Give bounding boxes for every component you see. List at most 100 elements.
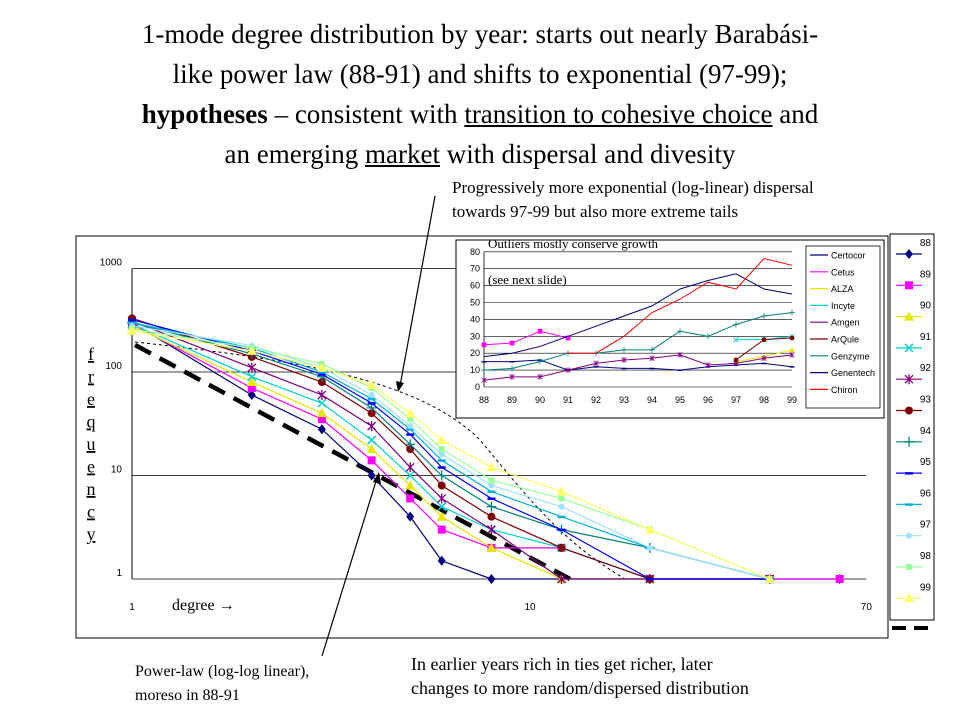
inset-data-point [509,340,515,346]
inset-y-tick-label: 80 [470,247,480,257]
inset-legend-label: Genentech [831,368,875,378]
inset-x-tick-label: 97 [731,395,741,405]
inset-series-genzyme [480,309,796,374]
legend-marker-95 [905,472,913,475]
annotation-power-law-line-2: moreso in 88-91 [135,687,240,704]
arrow-power-law-head [373,472,381,484]
inset-data-point [676,328,683,335]
data-point-89 [367,456,376,465]
data-point-88 [406,511,415,522]
legend-marker-90 [904,311,914,321]
data-point-99 [316,362,327,372]
legend-label-90: 90 [920,301,932,312]
inset-legend-label: Chiron [831,385,858,395]
data-point-93 [487,512,496,521]
legend-marker-96 [905,503,913,506]
inset-data-point [508,365,516,372]
inset-x-tick-label: 94 [647,395,657,405]
inset-legend-label: Certocor [831,251,866,261]
data-point-89 [437,525,446,534]
main-y-tick-label: 1 [116,568,122,579]
y-axis-label-letter: c [87,502,95,522]
data-point-94 [405,439,416,450]
inset-series-line [483,312,793,371]
legend-label-96: 96 [920,488,932,499]
inset-legend-box [805,245,881,409]
title-market: market [365,139,440,169]
data-point-98 [488,477,495,484]
y-axis-label-letter: f [88,344,94,364]
inset-data-point [677,351,683,358]
inset-legend-label: Incyte [831,301,855,311]
annotation-power-law-line-1: Power-law (log-log linear), [135,663,310,680]
series-line-94 [131,322,770,580]
inset-data-point [509,373,515,380]
legend-label-88: 88 [920,238,932,249]
title-line-3-mid: – consistent with [267,99,465,129]
series-line-98 [131,328,770,580]
y-axis-label-letter: n [87,479,96,499]
title-line-1: 1-mode degree distribution by year: star… [141,19,819,49]
legend-label-92: 92 [920,363,932,374]
data-point-98 [558,495,565,502]
slide-title: 1-mode degree distribution by year: star… [40,14,920,174]
exponential-reference-curve [134,341,626,580]
data-point-91 [247,372,257,382]
annotation-rich-line-1: In earlier years rich in ties get richer… [411,654,713,674]
inset-data-point [733,321,740,328]
inset-x-tick-label: 93 [619,395,629,405]
annotation-exponential-line-2: towards 97-99 but also more extreme tail… [452,202,739,221]
data-point-88 [437,555,446,566]
data-point-99 [127,325,137,335]
inset-data-point [789,309,796,316]
inset-data-point [593,360,599,367]
data-point-95 [367,402,376,405]
inset-series-chiron [568,258,793,354]
annotation-rich-get-richer: In earlier years rich in ties get richer… [411,652,749,700]
series-line-93 [131,317,770,580]
inset-title: Outliers mostly conserve growth [488,236,659,251]
title-line-4-a: an emerging [224,139,366,169]
data-point-97 [438,451,445,458]
series-95 [128,318,774,581]
inset-data-point [509,361,515,363]
inset-legend: Certocor Cetus ALZA Incyte Amgen ArQule Genzym… [805,245,881,409]
inset-data-point [593,366,599,368]
data-point-89 [247,384,256,393]
data-point-93 [557,543,566,552]
data-point-89 [406,494,415,503]
inset-y-tick-label: 70 [470,264,480,274]
data-point-99 [764,574,775,583]
data-point-99 [366,379,377,389]
data-point-89 [835,575,844,583]
legend-label-89: 89 [920,269,932,280]
inset-series-arqule [733,335,795,363]
data-point-97 [488,482,495,489]
inset-data-point [649,367,655,370]
legend-marker-94 [904,436,914,447]
inset-data-point [760,313,767,320]
inset-data-point [789,346,795,353]
series-99 [127,325,775,583]
data-point-99 [246,345,257,355]
legend-label-99: 99 [920,582,932,593]
title-cohesive-choice: transition to cohesive choice [464,99,773,129]
y-axis-label-letter: r [88,367,94,387]
data-point-90 [366,444,377,454]
inset-series-line [483,330,569,346]
inset-x-tick-label: 99 [787,395,797,405]
data-point-99 [405,408,416,418]
data-point-96 [557,515,566,519]
data-point-91 [437,502,447,512]
data-point-97 [407,423,414,430]
annotation-exponential: Progressively more exponential (log-line… [452,176,814,224]
legend-marker-99 [904,593,914,603]
legend-marker-91 [904,343,914,353]
data-point-92 [486,524,496,535]
data-point-95 [317,373,326,376]
legend-label-91: 91 [920,332,932,343]
inset-series-genentech [483,273,793,358]
inset-series-line [483,354,793,381]
